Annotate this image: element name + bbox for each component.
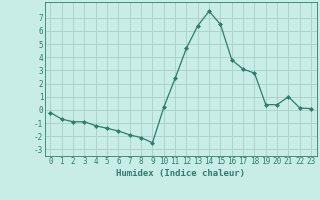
X-axis label: Humidex (Indice chaleur): Humidex (Indice chaleur): [116, 169, 245, 178]
